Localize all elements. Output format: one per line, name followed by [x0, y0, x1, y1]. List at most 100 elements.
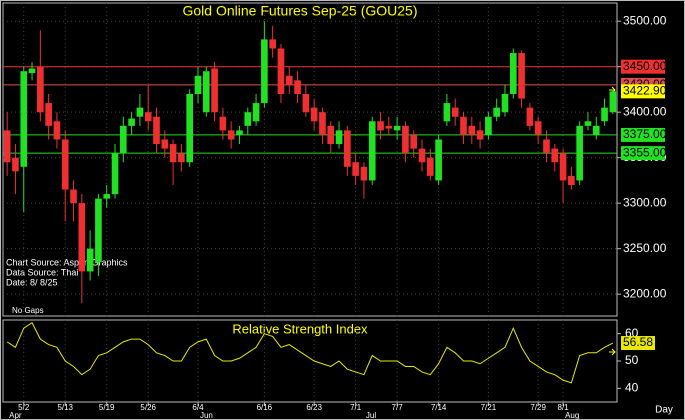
x-tick-label: 5/2: [18, 403, 30, 412]
note: Data Source: Thai: [6, 267, 78, 277]
note: Chart Source: Aspen Graphics: [6, 257, 128, 267]
month-label: Jul: [366, 411, 376, 420]
candle-body: [3, 130, 11, 163]
candle-body: [592, 125, 600, 135]
candle-body: [551, 148, 559, 163]
candle-body: [28, 68, 36, 74]
candle-body: [78, 203, 86, 272]
candle-body: [526, 107, 534, 126]
price-panel: [2, 2, 618, 317]
candle-body: [86, 248, 94, 272]
candle-body: [161, 139, 169, 149]
y-tick-label: 3250.00: [623, 241, 667, 255]
rsi-last-box: [621, 336, 655, 351]
y-tick-label: 3300.00: [623, 195, 667, 209]
x-tick-label: 8/1: [558, 403, 570, 412]
candle-body: [485, 116, 492, 135]
candle-body: [144, 112, 152, 122]
x-tick-label: 6/4: [192, 403, 204, 412]
candle-body: [509, 53, 517, 94]
y-tick-label: 50: [625, 353, 639, 367]
candle-body: [136, 107, 144, 117]
candle-body: [269, 39, 276, 49]
candle-body: [377, 121, 384, 131]
candle-body: [12, 157, 19, 172]
candle-body: [211, 68, 218, 113]
candle-body: [111, 153, 119, 195]
y-tick-label: 3500.00: [623, 13, 667, 27]
candle-body: [385, 125, 393, 129]
period-label: Day: [655, 405, 673, 416]
candle-body: [219, 116, 227, 131]
candle-body: [543, 139, 550, 154]
candle-body: [534, 121, 542, 135]
level-box: [621, 59, 665, 74]
candle-body: [45, 103, 52, 126]
candle-body: [584, 121, 592, 126]
candle-body: [244, 112, 252, 126]
y-tick-label: 40: [625, 381, 639, 395]
candle-body: [236, 130, 243, 135]
candle-body: [451, 107, 459, 117]
candle-body: [568, 175, 575, 185]
level-label: 3375.00: [623, 127, 667, 141]
candle-body: [410, 134, 418, 149]
candle-body: [335, 130, 343, 145]
candle-body: [53, 121, 61, 140]
candle-body: [559, 153, 567, 181]
x-tick-label: 7/14: [431, 403, 447, 412]
x-tick-label: 5/19: [99, 403, 115, 412]
month-label: Jun: [200, 411, 213, 420]
candle-body: [128, 118, 135, 126]
candle-body: [426, 157, 434, 176]
candle-body: [576, 125, 583, 181]
candle-body: [194, 75, 202, 94]
rsi-line: [6, 322, 614, 384]
candle-body: [352, 162, 359, 176]
candle-body: [37, 66, 44, 113]
gap-mode: No Gaps: [12, 306, 44, 315]
y-tick-label: 3200.00: [623, 286, 667, 300]
candle-body: [460, 116, 467, 135]
candle-body: [344, 130, 351, 167]
candle-body: [609, 91, 617, 113]
candle-body: [70, 189, 77, 204]
x-tick-label: 7/7: [392, 403, 404, 412]
x-tick-label: 7/1: [350, 403, 362, 412]
candle-body: [277, 48, 285, 94]
x-tick-label: 7/21: [481, 403, 497, 412]
candle-body: [327, 125, 335, 145]
chart-title: Gold Online Futures Sep-25 (GOU25): [183, 3, 418, 19]
candle-body: [285, 75, 293, 85]
arrow: [609, 348, 616, 356]
rsi-title: Relative Strength Index: [232, 321, 368, 336]
candle-body: [153, 116, 160, 145]
candle-body: [443, 103, 451, 122]
candle-body: [252, 103, 260, 122]
candle-body: [178, 153, 185, 163]
level-box: [621, 127, 665, 142]
month-label: Aug: [565, 411, 579, 420]
candle-body: [319, 112, 326, 135]
candle-body: [261, 39, 268, 104]
candle-body: [368, 121, 376, 181]
candle-body: [418, 148, 426, 163]
candle-body: [202, 71, 210, 113]
x-tick-label: 7/29: [530, 403, 546, 412]
x-tick-label: 5/26: [140, 403, 156, 412]
candle-body: [186, 93, 194, 163]
month-label: Apr: [9, 411, 22, 420]
level-label: 3450.00: [623, 59, 667, 73]
last-label: 3422.90: [623, 84, 667, 98]
candle-body: [493, 107, 501, 117]
candle-body: [601, 107, 608, 122]
candle-body: [227, 130, 235, 140]
candle-body: [468, 125, 476, 135]
candle-body: [169, 144, 177, 163]
x-tick-label: 5/13: [57, 403, 73, 412]
last-box: [621, 84, 665, 99]
candle-body: [402, 125, 409, 154]
